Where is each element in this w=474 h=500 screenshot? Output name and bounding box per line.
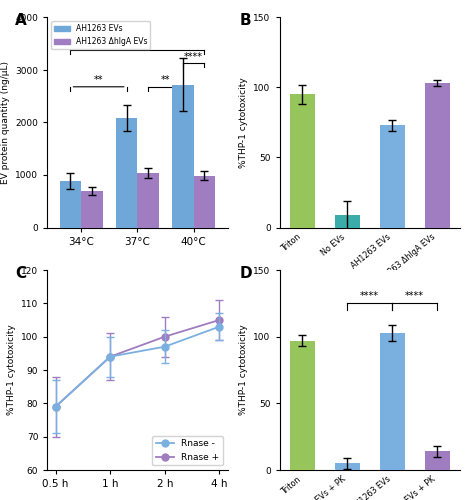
Text: **: ** <box>94 75 103 85</box>
Bar <box>116 118 137 228</box>
Text: ****: **** <box>405 290 424 300</box>
Bar <box>335 464 360 470</box>
Bar <box>290 340 315 470</box>
Y-axis label: %THP-1 cytotoxicity: %THP-1 cytotoxicity <box>239 77 248 168</box>
Y-axis label: %THP-1 cytotoxicity: %THP-1 cytotoxicity <box>7 324 16 416</box>
Y-axis label: EV protein quantity (ng/μL): EV protein quantity (ng/μL) <box>1 61 10 184</box>
Bar <box>173 84 194 228</box>
Bar <box>194 176 215 228</box>
Bar <box>137 173 159 228</box>
Bar <box>425 452 450 470</box>
Bar <box>60 182 81 228</box>
Bar <box>380 332 405 470</box>
Bar <box>335 215 360 228</box>
Text: ****: **** <box>184 52 203 62</box>
Text: ****: **** <box>360 290 379 300</box>
Bar <box>81 190 102 228</box>
Text: **: ** <box>161 75 170 85</box>
Text: D: D <box>240 266 253 281</box>
Y-axis label: %THP-1 cytotoxicity: %THP-1 cytotoxicity <box>239 324 248 416</box>
Bar <box>290 94 315 228</box>
Legend: Rnase -, Rnase +: Rnase -, Rnase + <box>152 436 223 466</box>
Text: B: B <box>240 14 252 28</box>
Text: A: A <box>15 14 27 28</box>
Text: C: C <box>15 266 26 281</box>
Legend: AH1263 EVs, AH1263 ΔhlgA EVs: AH1263 EVs, AH1263 ΔhlgA EVs <box>51 22 150 49</box>
Text: ****: **** <box>128 38 147 48</box>
Bar <box>380 126 405 228</box>
Bar <box>425 84 450 228</box>
